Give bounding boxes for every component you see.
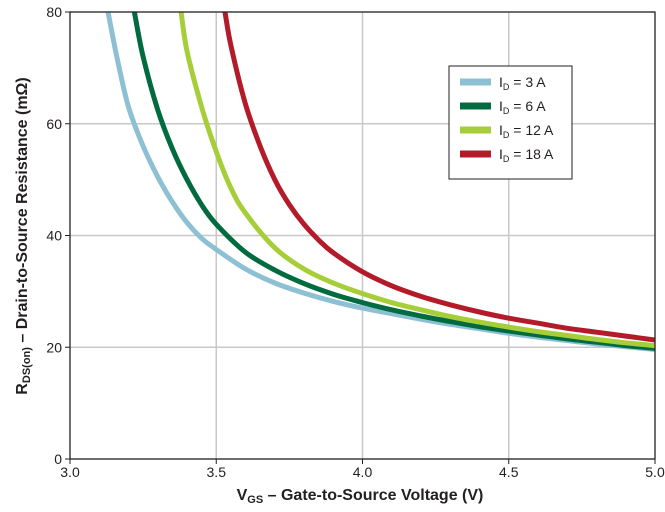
series-line-3 xyxy=(178,12,655,349)
y-axis-label: RDS(on) – Drain-to-Source Resistance (mΩ… xyxy=(14,77,33,394)
y-tick-label: 0 xyxy=(54,451,62,467)
x-tick-label: 3.5 xyxy=(207,464,227,480)
x-axis-ticks: 3.0 3.5 4.0 4.5 5.0 xyxy=(60,459,665,480)
series-line-2 xyxy=(131,12,655,351)
y-tick-label: 60 xyxy=(46,116,62,132)
legend-label-2: ID = 6 A xyxy=(499,98,546,116)
x-axis-label: VGS – Gate-to-Source Voltage (V) xyxy=(237,487,484,506)
y-axis-ticks: 0 20 40 60 80 xyxy=(46,4,70,467)
legend-label-4: ID = 18 A xyxy=(499,146,554,164)
x-tick-label: 3.0 xyxy=(60,464,80,480)
x-tick-label: 4.5 xyxy=(499,464,519,480)
x-tick-label: 5.0 xyxy=(645,464,665,480)
legend-label-1: ID = 3 A xyxy=(499,74,546,92)
plot-series xyxy=(105,12,655,352)
y-tick-label: 40 xyxy=(46,228,62,244)
x-tick-label: 4.0 xyxy=(353,464,373,480)
legend-label-3: ID = 12 A xyxy=(499,122,554,140)
series-line-4 xyxy=(222,12,655,343)
y-tick-label: 80 xyxy=(46,4,62,20)
y-tick-label: 20 xyxy=(46,339,62,355)
legend: ID = 3 A ID = 6 A ID = 12 A ID = 18 A xyxy=(448,65,573,180)
